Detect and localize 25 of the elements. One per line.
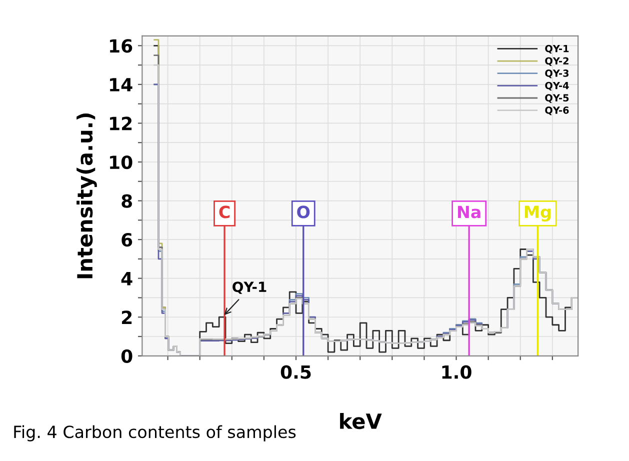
y-tick-label: 12: [110, 116, 132, 130]
caption: Fig. 4 Carbon contents of samples: [14, 425, 296, 442]
y-tick-label: 10: [110, 155, 132, 170]
ref-line-label: Mg: [524, 206, 551, 222]
x-axis-title: keV: [340, 412, 382, 430]
y-tick-label: 2: [122, 310, 132, 324]
y-tick-label: 0: [121, 349, 132, 364]
legend-label: QY-3: [545, 70, 569, 78]
x-tick-label: 1.0: [442, 365, 472, 379]
ref-line-label: Na: [458, 206, 480, 218]
annotation: QY-1: [232, 282, 266, 294]
y-tick-label: 6: [122, 233, 132, 247]
legend-label: QY-4: [545, 82, 569, 90]
legend-label: QY-6: [545, 106, 569, 116]
y-axis-title: Intensity(a.u.): [76, 114, 97, 278]
legend-label: QY-5: [545, 94, 569, 103]
y-tick-label: 4: [121, 272, 132, 286]
y-tick-label: 8: [122, 194, 132, 208]
ref-line-label: C: [219, 206, 230, 218]
y-tick-label: 16: [110, 39, 132, 53]
y-tick-label: 14: [110, 78, 132, 92]
x-tick-label: 0.5: [280, 365, 311, 379]
legend-label: QY-1: [545, 44, 569, 54]
legend-label: QY-2: [545, 57, 568, 66]
ref-line-label: O: [297, 206, 310, 218]
